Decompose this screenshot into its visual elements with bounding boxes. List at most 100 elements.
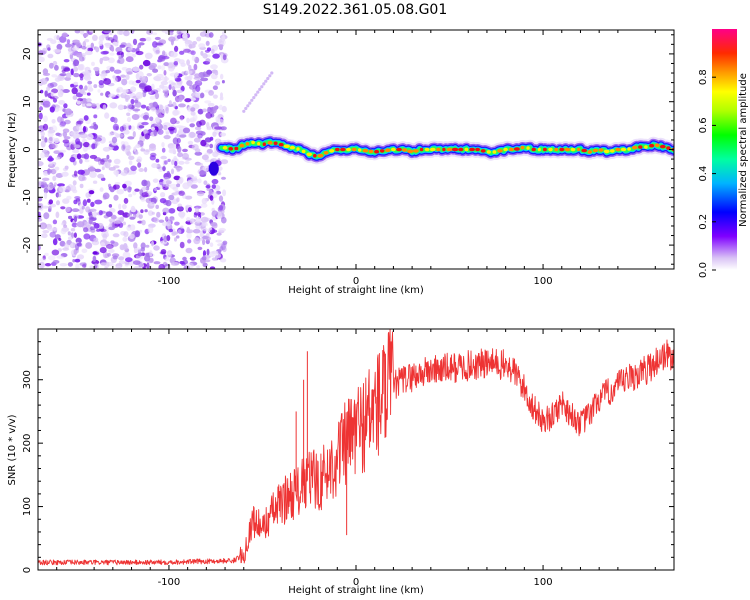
noise-blob xyxy=(62,139,70,144)
noise-blob xyxy=(150,126,156,131)
noise-blob xyxy=(118,256,125,261)
noise-blob xyxy=(211,257,218,261)
noise-blob xyxy=(179,134,187,138)
noise-blob xyxy=(47,129,54,134)
noise-blob xyxy=(193,237,201,245)
noise-blob xyxy=(155,158,160,163)
ridge-peak xyxy=(631,145,638,150)
noise-blob xyxy=(161,142,165,148)
noise-blob xyxy=(179,50,185,55)
noise-blob xyxy=(160,192,166,198)
noise-blob xyxy=(87,84,93,89)
noise-blob xyxy=(108,226,115,231)
noise-blob xyxy=(122,221,127,226)
noise-blob xyxy=(38,100,42,107)
spur-point xyxy=(262,82,266,86)
noise-blob xyxy=(118,203,122,210)
noise-blob xyxy=(161,110,167,114)
noise-blob xyxy=(38,261,45,269)
noise-blob xyxy=(40,152,46,159)
ridge-peak xyxy=(351,147,357,152)
noise-blob xyxy=(83,141,90,148)
noise-blob xyxy=(145,149,151,153)
noise-blob xyxy=(168,100,172,106)
noise-blob xyxy=(59,263,68,267)
snr-line xyxy=(38,329,674,566)
noise-blob xyxy=(87,80,93,85)
noise-blob xyxy=(107,248,115,253)
noise-blob xyxy=(158,168,163,173)
ridge-peak xyxy=(374,149,380,154)
ridge-peak xyxy=(234,146,239,151)
spur-point xyxy=(244,106,248,111)
noise-blob xyxy=(214,81,221,86)
noise-blob xyxy=(209,266,216,269)
colorbar-label: Normalized spectral amplitude xyxy=(738,73,749,227)
noise-blob xyxy=(47,168,51,175)
noise-blob xyxy=(139,82,147,89)
noise-blob xyxy=(93,114,98,119)
noise-blob xyxy=(168,80,174,84)
noise-blob xyxy=(73,232,77,238)
noise-blob xyxy=(65,72,72,79)
noise-blob xyxy=(40,140,46,148)
noise-blob xyxy=(179,115,184,121)
y-tick-label: 10 xyxy=(22,95,33,108)
noise-blob xyxy=(65,43,72,48)
noise-blob xyxy=(39,258,46,262)
noise-blob xyxy=(109,52,115,56)
noise-blob xyxy=(82,41,87,48)
noise-blob xyxy=(218,227,226,232)
noise-blob xyxy=(129,216,136,220)
noise-blob xyxy=(70,131,77,136)
noise-blob xyxy=(57,90,64,98)
noise-blob xyxy=(194,151,203,156)
noise-blob xyxy=(141,219,146,226)
noise-blob xyxy=(178,160,185,165)
noise-blob xyxy=(69,156,76,163)
noise-blob xyxy=(70,228,76,232)
noise-blob xyxy=(77,98,83,102)
noise-blob xyxy=(52,238,58,246)
noise-blob xyxy=(81,264,87,268)
noise-blob xyxy=(192,88,196,93)
noise-blob xyxy=(170,51,178,58)
noise-blob xyxy=(120,74,126,78)
noise-blob xyxy=(175,125,184,129)
noise-blob xyxy=(151,163,158,169)
noise-blob xyxy=(58,185,66,193)
noise-blob xyxy=(143,129,149,135)
noise-blob xyxy=(71,139,76,146)
noise-blob xyxy=(89,125,96,129)
ridge-peak xyxy=(362,148,369,153)
noise-blob xyxy=(165,106,169,114)
noise-blob xyxy=(135,151,139,155)
noise-blob xyxy=(109,188,115,193)
ridge-peak xyxy=(659,144,666,149)
ridge-peak xyxy=(346,147,351,152)
noise-blob xyxy=(118,55,122,59)
noise-blob xyxy=(197,246,203,251)
noise-blob xyxy=(168,61,175,66)
noise-blob xyxy=(152,41,158,48)
snr-xlabel: Height of straight line (km) xyxy=(288,585,424,596)
noise-blob xyxy=(218,195,224,202)
noise-blob xyxy=(199,230,204,238)
noise-blob xyxy=(183,48,191,53)
noise-blob xyxy=(172,109,180,116)
noise-blob xyxy=(159,104,163,112)
noise-blob xyxy=(222,189,227,197)
noise-blob xyxy=(202,250,207,257)
noise-blob xyxy=(177,129,184,136)
noise-blob xyxy=(119,244,125,251)
noise-blob xyxy=(109,66,115,72)
noise-blob xyxy=(167,62,174,69)
ridge-peak xyxy=(451,147,459,152)
noise-blob xyxy=(62,131,68,137)
noise-blob xyxy=(52,175,57,181)
noise-blob xyxy=(172,101,177,108)
noise-blob xyxy=(192,228,201,234)
figure-title: S149.2022.361.05.08.G01 xyxy=(263,2,448,18)
noise-blob xyxy=(52,260,60,264)
noise-blob xyxy=(185,41,189,47)
